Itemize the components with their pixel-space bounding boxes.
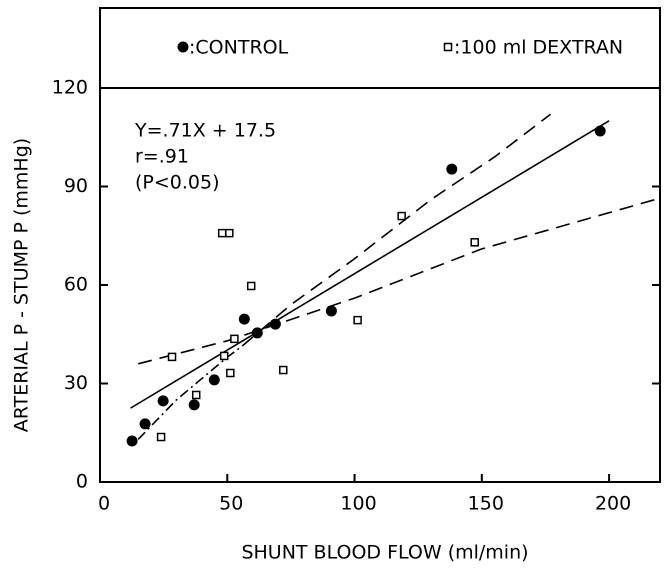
point — [251, 327, 263, 339]
point — [470, 238, 479, 247]
point — [279, 365, 288, 375]
point — [446, 163, 458, 175]
point — [269, 318, 281, 330]
y-tick-label: 60 — [64, 274, 88, 296]
fit-curve — [242, 113, 552, 347]
x-tick-label: 150 — [468, 493, 504, 515]
point — [208, 374, 220, 386]
x-axis-label: SHUNT BLOOD FLOW (ml/min) — [241, 542, 528, 564]
point — [226, 368, 235, 378]
x-tick-label: 50 — [219, 493, 243, 515]
point — [225, 228, 234, 238]
y-tick-label: 30 — [64, 372, 88, 394]
legend-marker — [177, 41, 189, 53]
legend-label: :CONTROL — [189, 37, 289, 59]
annotation: Y=.71X + 17.5 — [134, 120, 276, 142]
point — [325, 305, 337, 317]
point — [353, 315, 362, 325]
point — [167, 352, 177, 362]
annotation: r=.91 — [135, 146, 189, 168]
point — [126, 435, 138, 447]
point — [397, 211, 406, 221]
fit-curve — [130, 120, 610, 409]
point — [246, 281, 256, 291]
fit-curve — [137, 198, 656, 365]
point — [594, 125, 606, 137]
point — [157, 395, 169, 407]
point — [191, 390, 201, 400]
x-tick-label: 100 — [340, 493, 376, 515]
legend-marker — [443, 42, 453, 52]
legend-label: :100 ml DEXTRAN — [454, 37, 623, 59]
point — [139, 418, 151, 430]
y-tick-label: 90 — [64, 175, 88, 197]
y-axis-label: ARTERIAL P - STUMP P (mmHg) — [11, 138, 33, 432]
x-tick-label: 200 — [595, 493, 631, 515]
point — [238, 313, 250, 325]
annotation: (P<0.05) — [135, 172, 220, 194]
point — [217, 228, 227, 238]
y-tick-label: 120 — [52, 77, 88, 99]
point — [156, 432, 166, 442]
point — [188, 399, 200, 411]
point — [219, 351, 229, 361]
point — [230, 334, 239, 344]
fit-curve — [137, 345, 244, 440]
plot-frame — [99, 7, 661, 483]
y-tick-label: 0 — [76, 471, 88, 493]
x-tick-label: 0 — [98, 493, 110, 515]
